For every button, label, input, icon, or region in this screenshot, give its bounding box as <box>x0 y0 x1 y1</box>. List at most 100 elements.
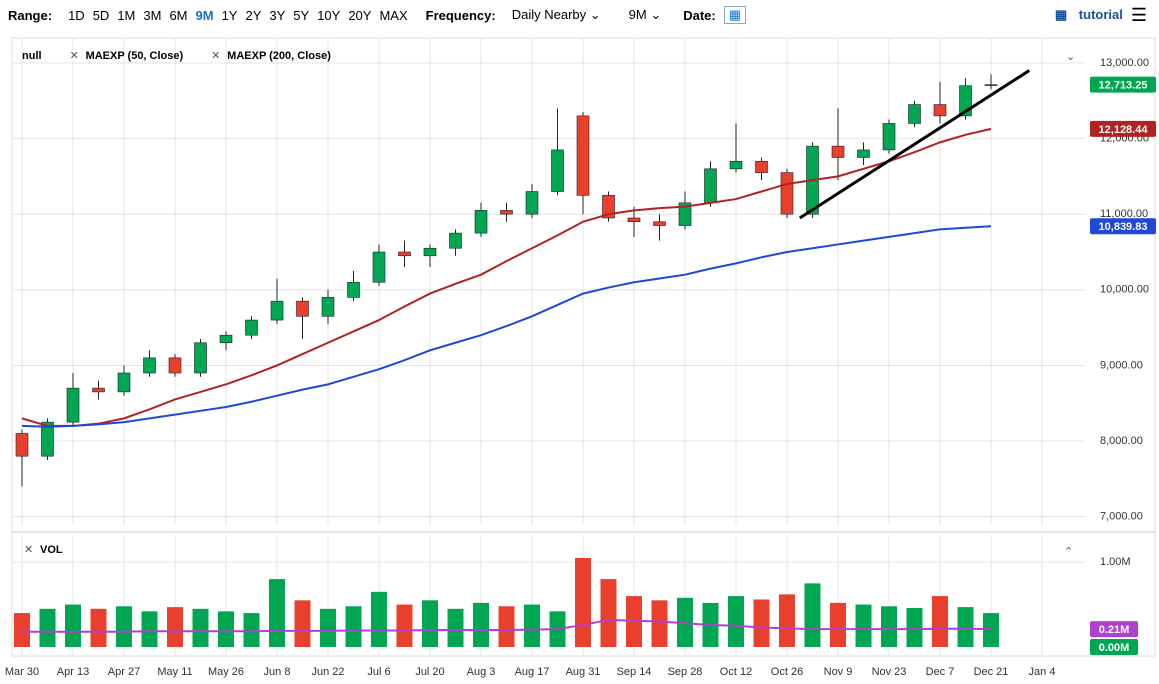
candle-body <box>66 387 80 423</box>
range-button[interactable]: 5Y <box>293 7 310 23</box>
candle-body <box>831 145 845 158</box>
candle-body <box>219 334 233 344</box>
legend-entry: MAEXP (200, Close) <box>227 50 331 62</box>
badge-label: 10,839.83 <box>1099 221 1148 233</box>
candle-body <box>423 247 437 257</box>
candle-body <box>41 421 54 457</box>
collapse-icon[interactable]: ⌃ <box>1064 546 1073 558</box>
period-select[interactable]: 9M ⌄ <box>628 7 662 22</box>
volume-bar <box>804 583 821 647</box>
candle-body <box>270 300 284 321</box>
volume-bar <box>830 602 846 647</box>
volume-bar <box>906 607 923 647</box>
y-tick-label: 7,000.00 <box>1100 511 1143 523</box>
volume-bar <box>269 579 285 647</box>
x-tick-label: Jul 20 <box>415 666 444 678</box>
volume-title: VOL <box>40 544 63 556</box>
calendar-button[interactable]: ▦ <box>723 6 747 24</box>
volume-bar <box>575 557 591 647</box>
range-button[interactable]: 3M <box>143 7 162 23</box>
candle-body <box>780 172 794 215</box>
candle-body <box>933 104 947 117</box>
volume-ma-line <box>22 618 992 633</box>
range-button[interactable]: 1D <box>68 7 85 23</box>
y-tick-label: 10,000.00 <box>1100 284 1149 296</box>
menu-button[interactable]: ☰ <box>1130 4 1147 25</box>
volume-bar <box>294 600 311 647</box>
volume-bar <box>881 606 897 647</box>
volume-bar <box>983 613 999 647</box>
candle-body <box>525 191 539 215</box>
volume-bar <box>141 611 158 647</box>
range-button[interactable]: 1M <box>117 7 136 23</box>
volume-bar <box>524 604 540 647</box>
range-button[interactable]: 10Y <box>317 7 341 23</box>
frequency: Daily Nearby <box>511 7 587 22</box>
legend-close: ✕ <box>70 50 79 62</box>
volume-bar <box>218 611 234 647</box>
x-tick-label: Oct 12 <box>720 666 752 678</box>
volume-bar <box>396 604 413 647</box>
volume-bar <box>957 607 974 647</box>
x-tick-label: Mar 30 <box>5 666 39 678</box>
price-badge <box>1090 218 1156 235</box>
volume-bar <box>779 594 795 647</box>
range-button[interactable]: 2Y <box>245 7 262 23</box>
candle-body <box>372 251 386 283</box>
volume-bar <box>345 606 362 647</box>
range-button[interactable]: 1Y <box>221 7 238 23</box>
tutorial-link[interactable]: ▦ tutorial <box>1054 7 1123 22</box>
volume-bar <box>422 600 438 647</box>
candle-body <box>168 357 182 374</box>
x-tick-label: Dec 7 <box>926 666 955 678</box>
frequency-select[interactable]: Daily Nearby ⌄ <box>511 7 601 22</box>
candle-body <box>576 115 590 196</box>
candle-body <box>296 300 309 317</box>
collapse-icon[interactable]: ⌄ <box>1066 51 1075 63</box>
x-tick-label: Apr 27 <box>108 666 140 678</box>
x-tick-label: Apr 13 <box>57 666 89 678</box>
x-tick-label: Jan 4 <box>1029 666 1056 678</box>
x-tick-label: Nov 9 <box>824 666 853 678</box>
legend-entry: null <box>22 50 42 62</box>
range-label: Range: <box>8 7 53 23</box>
range-button[interactable]: MAX <box>379 7 408 23</box>
x-tick-label: Oct 26 <box>771 666 803 678</box>
period: 9M <box>628 7 647 22</box>
x-tick-label: Nov 23 <box>872 666 907 678</box>
volume-bar <box>600 579 617 647</box>
volume-bar <box>65 604 81 647</box>
volume-bar <box>243 613 260 647</box>
volume-bar <box>855 604 872 647</box>
volume-bar <box>932 596 948 647</box>
candle-body <box>908 104 921 124</box>
price-badge <box>1090 76 1156 93</box>
range-button[interactable]: 20Y <box>348 7 372 23</box>
x-tick-label: Aug 3 <box>467 666 496 678</box>
candle-body <box>245 319 258 336</box>
volume-bar <box>447 608 464 647</box>
candle-body <box>449 232 462 249</box>
badge-label: 0.00M <box>1099 642 1130 654</box>
close-icon[interactable]: ✕ <box>24 544 33 556</box>
price-badge <box>1090 120 1156 137</box>
toolbar: Range: 1D 5D 1M 3M 6M 9M 1Y 2Y 3Y 5Y 10Y 20Y MAX Fre… <box>0 0 1159 30</box>
trendline <box>798 69 1031 220</box>
range-button[interactable]: 3Y <box>269 7 286 23</box>
badge-label: 12,128.44 <box>1099 124 1149 136</box>
x-tick-label: May 11 <box>157 666 192 678</box>
candle-body <box>984 84 998 86</box>
range-buttons: 1D 5D 1M 3M 6M 9M 1Y 2Y 3Y 5Y 10Y 20Y MAX <box>60 8 408 23</box>
range-button[interactable]: 9M <box>195 7 214 23</box>
x-tick-label: Aug 31 <box>566 666 601 678</box>
volume-bar <box>320 608 336 647</box>
x-tick-label: Dec 21 <box>974 666 1009 678</box>
range-button[interactable]: 5D <box>92 7 110 23</box>
date-label: Date: <box>683 7 716 23</box>
candle-body <box>92 387 105 393</box>
candle-body <box>627 217 641 223</box>
range-button[interactable]: 6M <box>169 7 188 23</box>
legend-close: ✕ <box>211 50 220 62</box>
volume-bar <box>753 599 770 647</box>
